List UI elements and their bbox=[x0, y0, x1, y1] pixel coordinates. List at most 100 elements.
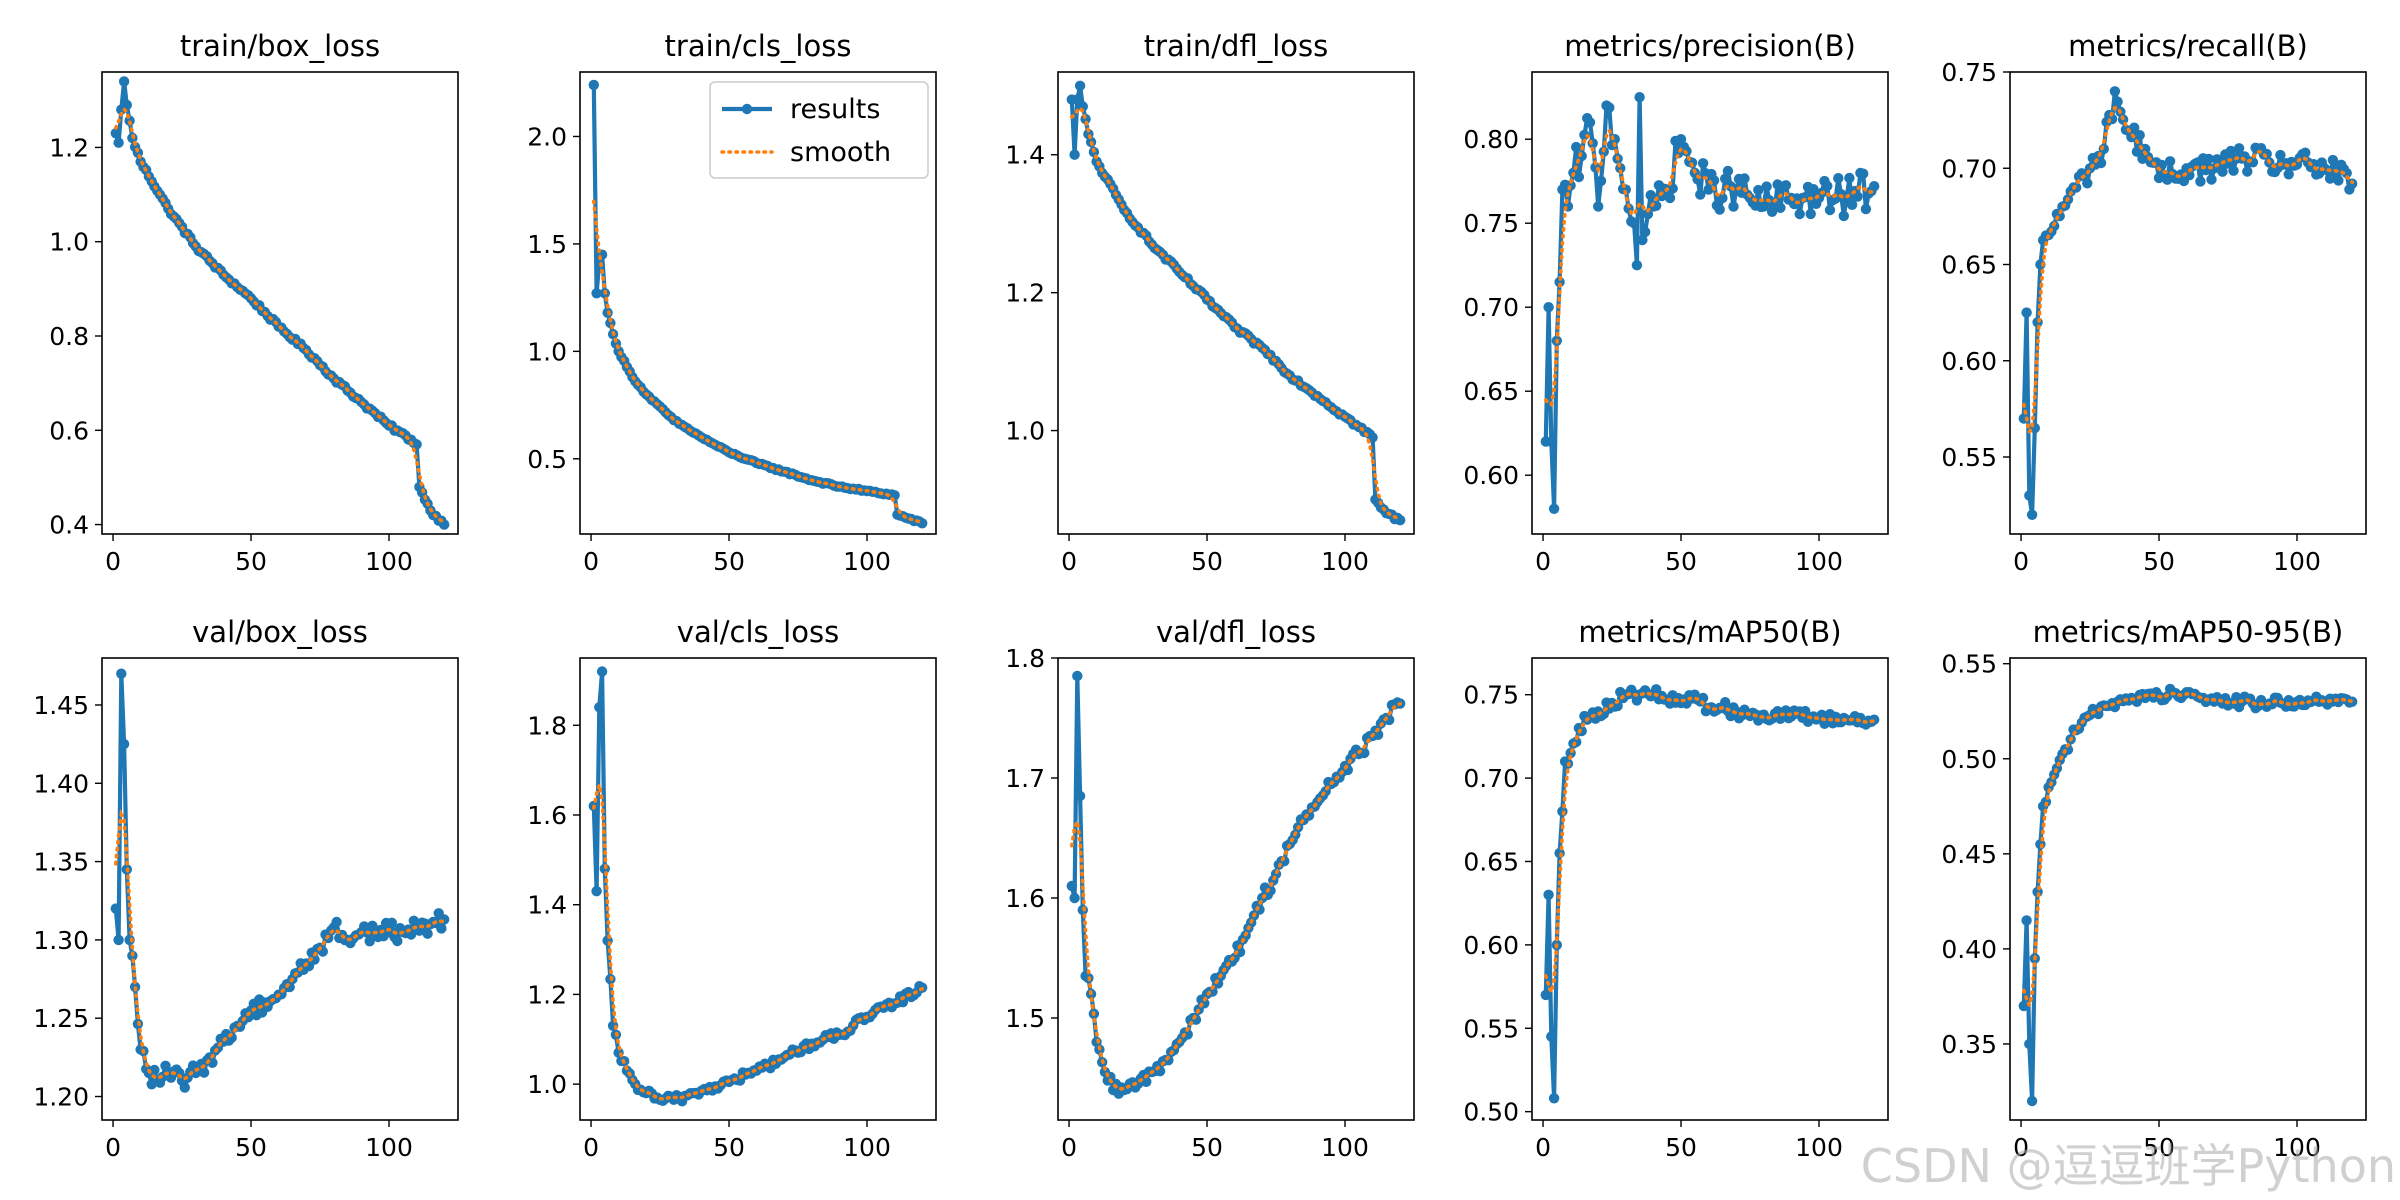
y-tick-label: 1.2 bbox=[1005, 279, 1045, 308]
results-point bbox=[1844, 172, 1855, 184]
y-tick-label: 0.55 bbox=[1463, 1014, 1519, 1043]
results-point bbox=[2024, 1038, 2035, 1050]
axes-frame bbox=[579, 71, 937, 535]
results-point bbox=[1722, 165, 1734, 177]
y-tick-label: 0.50 bbox=[1941, 745, 1997, 774]
results-point bbox=[1714, 204, 1725, 215]
results-point bbox=[2021, 915, 2032, 926]
y-tick-label: 0.60 bbox=[1463, 931, 1519, 960]
legend-results-label: results bbox=[790, 94, 880, 125]
results-point bbox=[2112, 96, 2123, 107]
smooth-line bbox=[1544, 127, 1876, 408]
results-point bbox=[110, 903, 122, 914]
x-tick-label: 50 bbox=[235, 1133, 267, 1162]
results-point bbox=[2134, 130, 2145, 141]
results-point bbox=[198, 1067, 210, 1078]
results-point bbox=[2109, 86, 2121, 97]
results-point bbox=[1593, 201, 1604, 212]
y-tick-label: 0.75 bbox=[1463, 209, 1519, 238]
y-tick-label: 1.2 bbox=[49, 133, 89, 162]
results-point bbox=[1833, 173, 1844, 184]
y-tick-label: 0.4 bbox=[49, 511, 89, 540]
results-point bbox=[422, 928, 433, 939]
subplot-9: metrics/mAP50(B) 0 50 100 0.50 0.55 0.60 0.65 0.… bbox=[1463, 615, 1889, 1162]
x-tick-label: 0 bbox=[2013, 547, 2029, 576]
y-tick-label: 0.55 bbox=[1941, 443, 1997, 472]
y-tick-label: 1.7 bbox=[1005, 764, 1045, 793]
y-tick-label: 0.65 bbox=[1941, 251, 1997, 280]
results-point bbox=[1639, 226, 1651, 238]
subplot-title: metrics/precision(B) bbox=[1564, 29, 1856, 63]
y-tick-label: 1.8 bbox=[1005, 644, 1045, 673]
results-point bbox=[2095, 157, 2107, 169]
results-point bbox=[1860, 203, 1872, 215]
results-point bbox=[2024, 490, 2035, 501]
y-tick-label: 0.55 bbox=[1941, 650, 1997, 679]
results-point bbox=[1869, 181, 1880, 192]
axes-frame bbox=[2009, 71, 2367, 535]
x-tick-label: 0 bbox=[105, 1133, 121, 1162]
y-tick-label: 2.0 bbox=[527, 122, 567, 151]
y-tick-label: 1.4 bbox=[1005, 141, 1045, 170]
y-tick-label: 1.0 bbox=[49, 228, 89, 257]
subplot-4: metrics/precision(B) 0 50 100 0.60 0.65 0.70 0.… bbox=[1463, 29, 1889, 576]
results-point bbox=[588, 79, 599, 91]
results-point bbox=[2275, 149, 2286, 161]
subplot-title: val/box_loss bbox=[192, 615, 368, 649]
results-point bbox=[1141, 1076, 1152, 1088]
results-point bbox=[2021, 307, 2032, 318]
results-point bbox=[1072, 670, 1083, 682]
results-point bbox=[1775, 202, 1786, 213]
results-point bbox=[1571, 141, 1582, 153]
results-point bbox=[2129, 122, 2140, 133]
subplot-6: val/box_loss 0 50 100 1.20 1.25 1.30 1.35 1.40 1.… bbox=[33, 615, 459, 1162]
results-point bbox=[1066, 880, 1078, 892]
subplot-3: train/dfl_loss 0 50 100 1.0 1.2 1.4 bbox=[1005, 29, 1415, 576]
x-tick-label: 100 bbox=[2273, 547, 2321, 576]
subplot-title: train/cls_loss bbox=[665, 29, 852, 63]
x-tick-label: 0 bbox=[583, 1133, 599, 1162]
y-tick-label: 0.80 bbox=[1463, 125, 1519, 154]
x-tick-label: 0 bbox=[105, 547, 121, 576]
y-tick-label: 0.6 bbox=[49, 416, 89, 445]
y-tick-label: 1.4 bbox=[527, 891, 567, 920]
results-point bbox=[1069, 149, 1080, 160]
y-tick-label: 0.8 bbox=[49, 322, 89, 351]
y-tick-label: 0.70 bbox=[1463, 764, 1519, 793]
smooth-line bbox=[114, 106, 447, 524]
y-tick-label: 0.75 bbox=[1941, 58, 1997, 87]
results-point bbox=[110, 128, 122, 139]
results-point bbox=[1717, 192, 1728, 204]
results-point bbox=[1728, 201, 1739, 212]
plot-area bbox=[1066, 670, 1406, 1099]
results-point bbox=[1780, 180, 1792, 191]
x-tick-label: 50 bbox=[713, 547, 745, 576]
x-tick-label: 50 bbox=[1665, 547, 1697, 576]
x-tick-label: 50 bbox=[1191, 1133, 1223, 1162]
x-tick-label: 50 bbox=[2143, 547, 2175, 576]
smooth-line bbox=[1070, 701, 1402, 1091]
results-point bbox=[2206, 174, 2217, 185]
results-point bbox=[1808, 184, 1819, 195]
results-point bbox=[364, 936, 375, 947]
y-tick-label: 0.65 bbox=[1463, 847, 1519, 876]
y-tick-label: 1.5 bbox=[527, 230, 567, 259]
results-point bbox=[1634, 92, 1645, 103]
results-point bbox=[1720, 173, 1731, 184]
results-point bbox=[1595, 175, 1607, 187]
y-tick-label: 1.30 bbox=[33, 926, 89, 955]
plot-area bbox=[588, 79, 928, 529]
results-point bbox=[386, 917, 397, 928]
x-tick-label: 100 bbox=[1795, 1133, 1843, 1162]
results-point bbox=[1794, 208, 1805, 220]
results-point bbox=[1628, 218, 1640, 229]
results-point bbox=[1069, 892, 1080, 904]
x-tick-label: 0 bbox=[2013, 1133, 2029, 1162]
subplot-title: metrics/recall(B) bbox=[2068, 29, 2308, 63]
results-point bbox=[309, 954, 320, 965]
results-point bbox=[1753, 184, 1764, 196]
plot-area bbox=[110, 76, 450, 530]
results-point bbox=[1720, 697, 1731, 708]
results-point bbox=[1604, 102, 1615, 113]
